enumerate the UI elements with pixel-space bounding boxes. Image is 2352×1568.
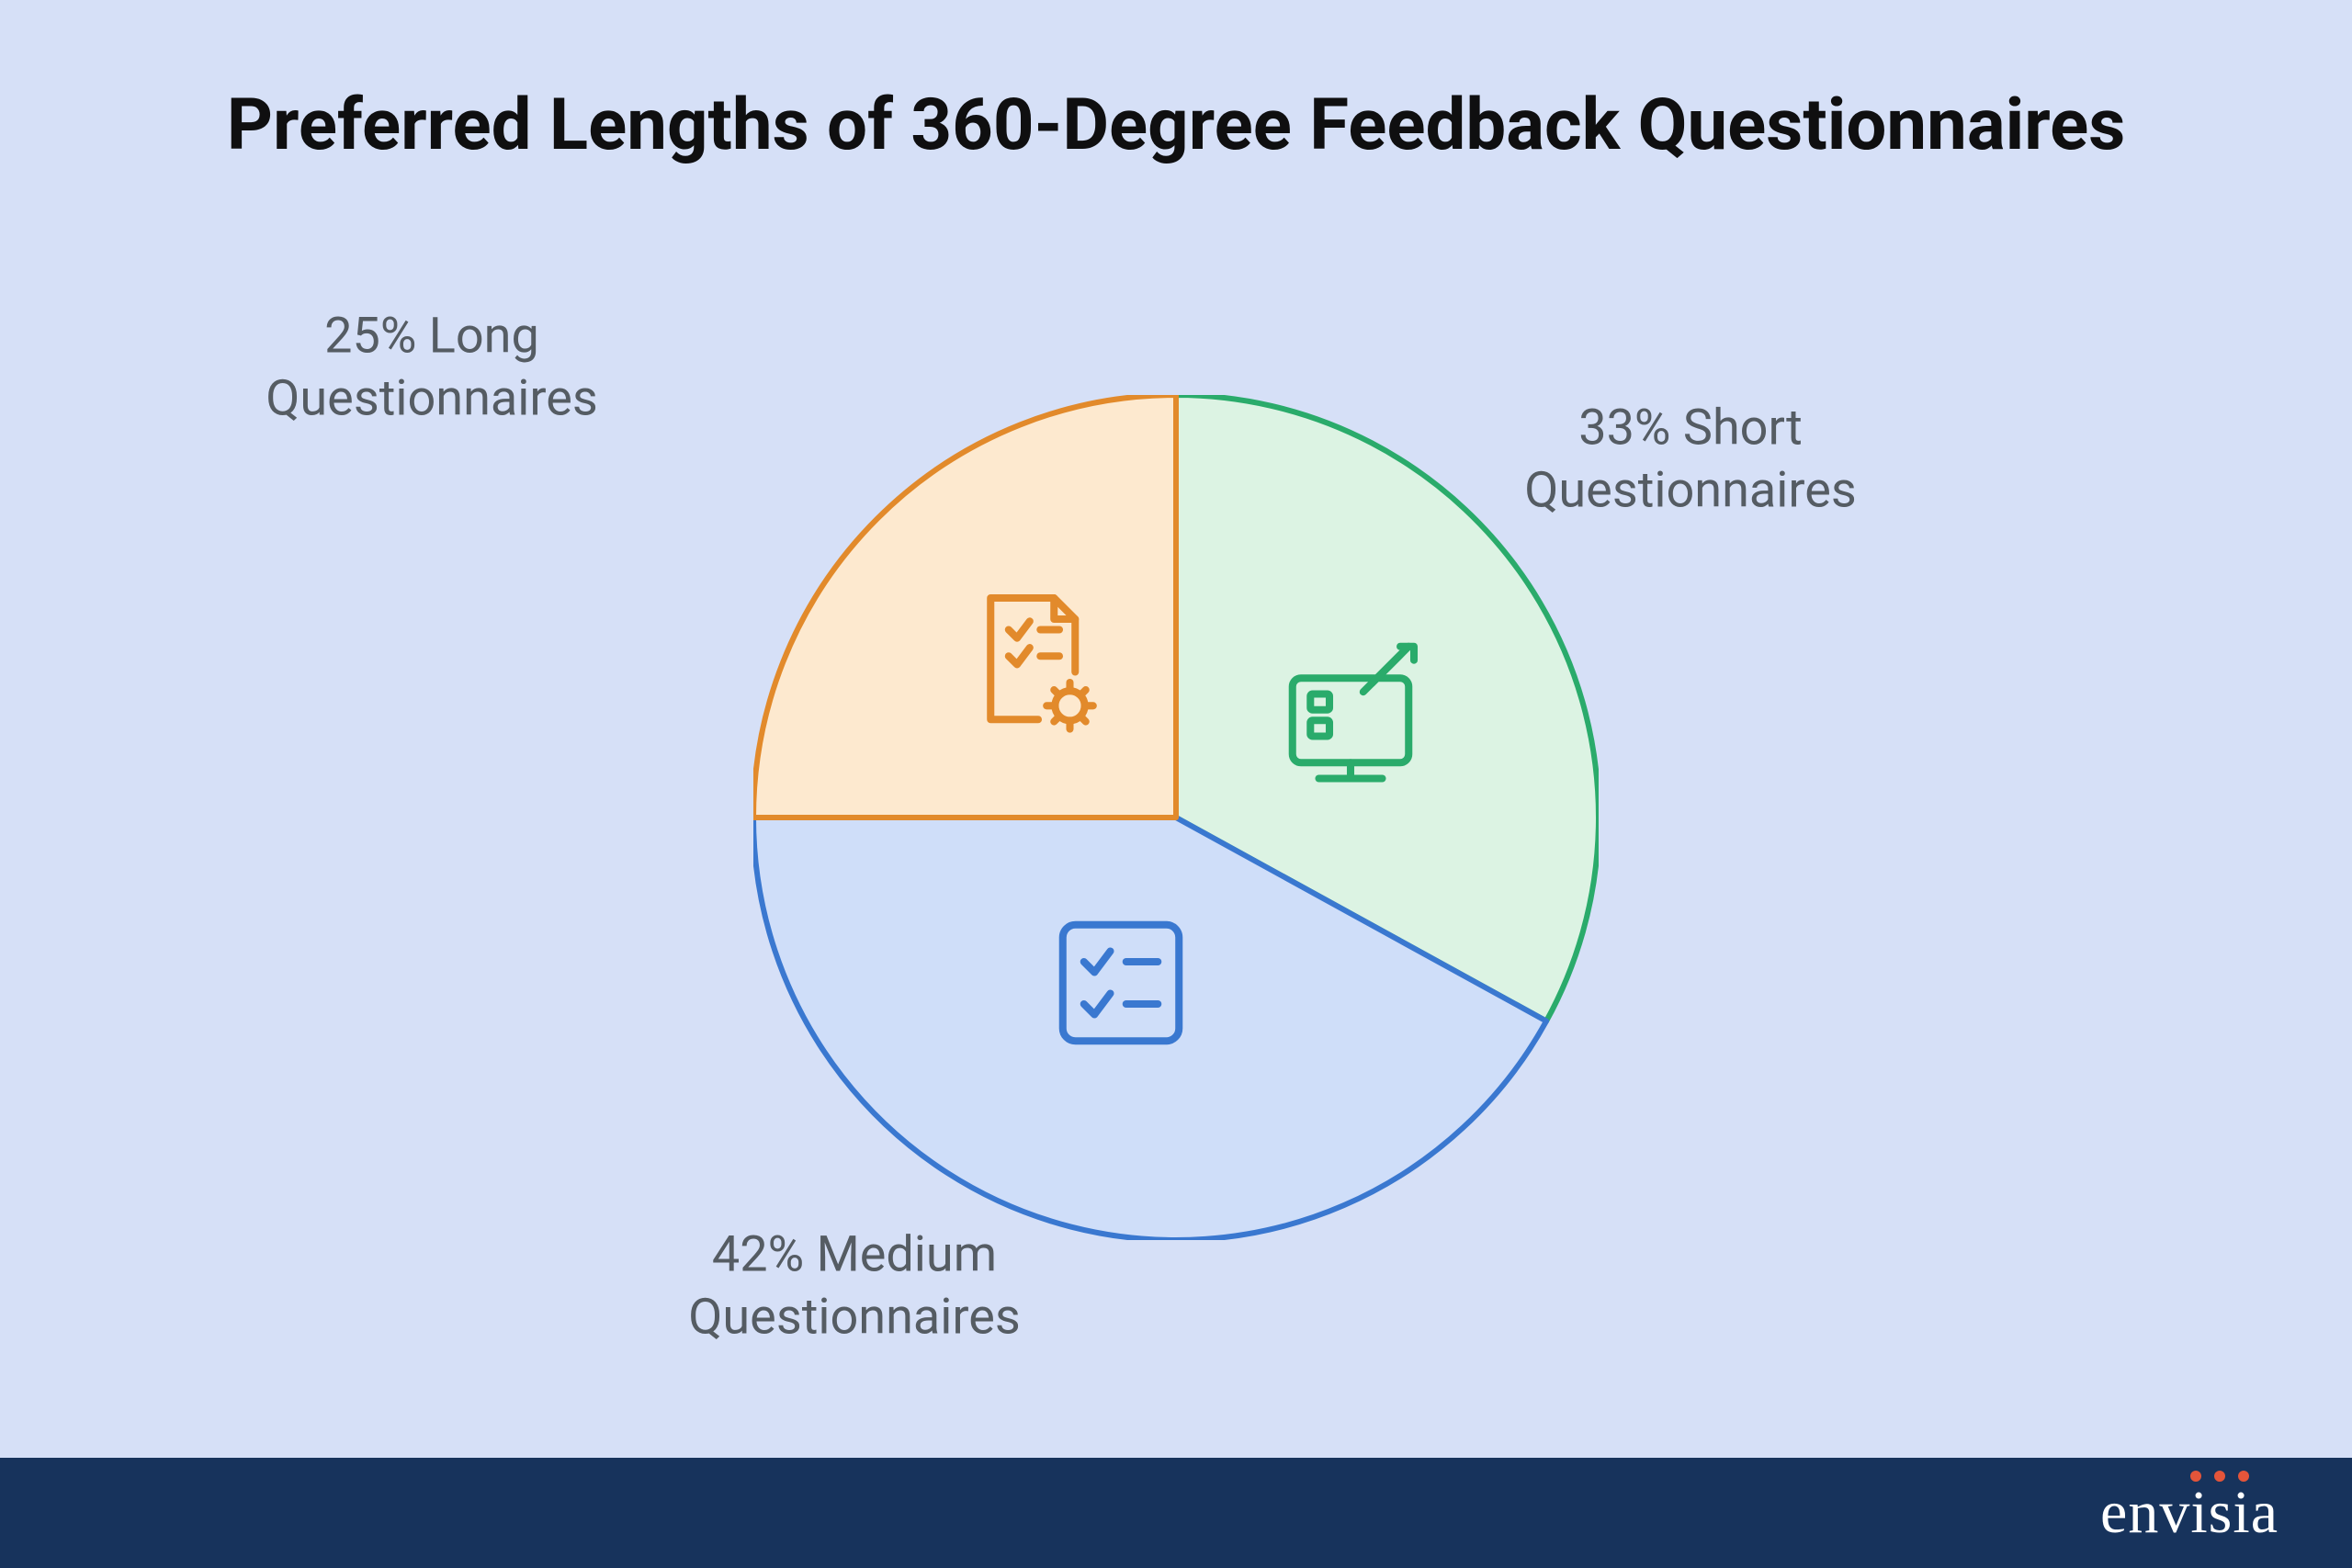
label-long-questionnaires: 25% Long Questionnaires <box>266 306 597 430</box>
brand-logo: envisia <box>2100 1478 2278 1548</box>
label-long-line1: 25% Long <box>324 308 539 366</box>
label-medium-questionnaires: 42% Medium Questionnaires <box>688 1224 1020 1348</box>
footer-bar: envisia <box>0 1458 2352 1568</box>
brand-dots-icon <box>2190 1471 2249 1482</box>
chart-title: Preferred Lengths of 360-Degree Feedback… <box>0 83 2352 169</box>
label-short-line2: Questionnaires <box>1524 461 1856 519</box>
label-long-line2: Questionnaires <box>266 369 597 427</box>
label-medium-line2: Questionnaires <box>688 1288 1020 1346</box>
pie-chart <box>753 395 1599 1240</box>
label-short-questionnaires: 33% Short Questionnaires <box>1524 398 1856 522</box>
pie-slice-long <box>753 395 1176 818</box>
brand-text: envisia <box>2100 1479 2278 1546</box>
label-medium-line1: 42% Medium <box>712 1226 997 1284</box>
label-short-line1: 33% Short <box>1578 400 1803 457</box>
